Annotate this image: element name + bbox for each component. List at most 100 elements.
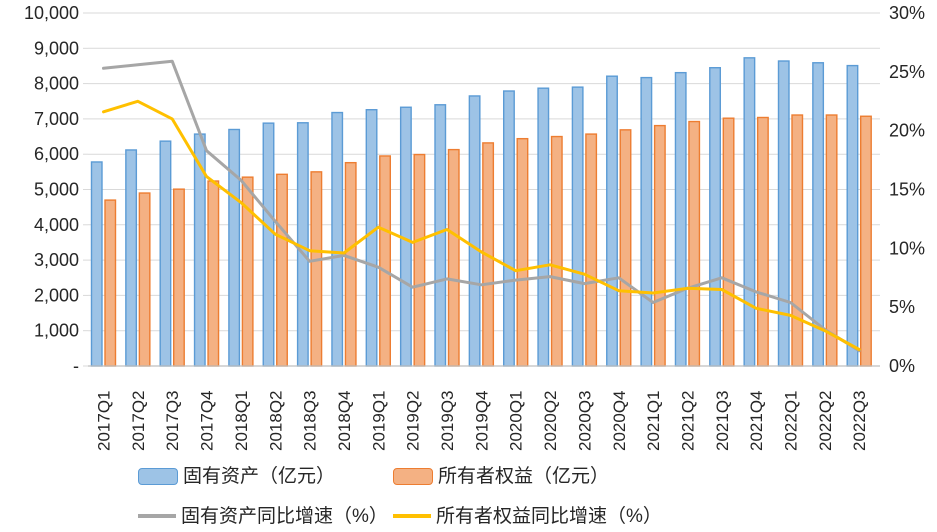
- bar-fixed-assets: [125, 149, 138, 367]
- bar-fixed-assets: [674, 71, 687, 367]
- right-axis-label: 15%: [889, 180, 925, 200]
- bar-owner-equity: [550, 135, 563, 367]
- right-axis-label: 20%: [889, 121, 925, 141]
- line-owner-equity-growth: [102, 99, 861, 351]
- x-axis-label: 2019Q3: [438, 391, 457, 452]
- x-axis-label: 2022Q1: [782, 391, 801, 452]
- legend-item-fixed-assets: 固有资产（亿元）: [138, 456, 335, 496]
- x-axis-label: 2020Q3: [575, 391, 594, 452]
- bar-fixed-assets: [571, 86, 584, 367]
- bar-owner-equity: [860, 115, 872, 367]
- bar-fixed-assets: [606, 75, 618, 367]
- bar-fixed-assets: [468, 95, 481, 367]
- left-axis-label: 9,000: [34, 38, 79, 58]
- bar-owner-equity: [585, 133, 598, 367]
- x-axis-label: 2018Q2: [266, 391, 285, 452]
- bar-owner-equity: [344, 161, 357, 367]
- bar-owner-equity: [276, 173, 288, 367]
- bar-owner-equity: [447, 148, 460, 367]
- left-axis-label: 4,000: [34, 215, 79, 235]
- bar-swatch-fixed-assets: [138, 467, 178, 485]
- right-axis-label: 0%: [889, 356, 915, 376]
- right-axis-label: 10%: [889, 238, 925, 258]
- bar-fixed-assets: [365, 109, 378, 367]
- bar-fixed-assets: [640, 76, 653, 367]
- x-axis-label: 2021Q4: [747, 391, 766, 452]
- legend-item-owner-equity: 所有者权益（亿元）: [393, 456, 609, 496]
- bar-owner-equity: [791, 114, 804, 367]
- bar-owner-equity: [379, 155, 391, 367]
- right-axis-label: 25%: [889, 62, 925, 82]
- x-axis-label: 2018Q3: [301, 391, 320, 452]
- chart-legend: 固有资产（亿元） 所有者权益（亿元） 固有资产同比增速（%） 所有者权益同比增速…: [0, 456, 937, 532]
- x-axis-label: 2020Q1: [507, 391, 526, 452]
- left-axis-label: 1,000: [34, 321, 79, 341]
- legend-item-owner-equity-growth: 所有者权益同比增速（%）: [393, 496, 662, 532]
- bar-owner-equity: [722, 117, 735, 367]
- bar-fixed-assets: [159, 140, 172, 367]
- bar-fixed-assets: [743, 57, 756, 367]
- bar-fixed-assets: [90, 161, 103, 367]
- x-axis-label: 2022Q2: [816, 391, 835, 452]
- bar-owner-equity: [516, 137, 529, 367]
- bar-owner-equity: [207, 180, 220, 367]
- bar-swatch-owner-equity: [393, 467, 433, 485]
- line-swatch-fixed-assets-growth: [138, 514, 176, 518]
- x-axis-label: 2017Q4: [198, 391, 217, 452]
- bar-owner-equity: [104, 199, 117, 367]
- bar-fixed-assets: [777, 60, 790, 367]
- legend-label-owner-equity: 所有者权益（亿元）: [438, 465, 610, 487]
- bar-fixed-assets: [537, 87, 550, 367]
- bar-owner-equity: [688, 120, 701, 367]
- bar-fixed-assets: [434, 104, 447, 367]
- left-axis-label: 10,000: [24, 3, 79, 23]
- bar-fixed-assets: [228, 128, 241, 367]
- legend-row-2: 固有资产同比增速（%） 所有者权益同比增速（%）: [0, 496, 937, 532]
- bar-fixed-assets: [846, 64, 859, 367]
- left-axis-label: -: [73, 356, 79, 376]
- left-axis-label: 3,000: [34, 250, 79, 270]
- left-axis-label: 7,000: [34, 109, 79, 129]
- x-axis-label: 2017Q2: [129, 391, 148, 452]
- left-axis-label: 6,000: [34, 144, 79, 164]
- left-axis-label: 5,000: [34, 180, 79, 200]
- line-fixed-assets-growth: [102, 59, 861, 353]
- x-axis-label: 2019Q2: [404, 391, 423, 452]
- bar-owner-equity: [172, 188, 185, 367]
- x-axis-label: 2017Q1: [95, 391, 114, 452]
- left-axis-label: 8,000: [34, 74, 79, 94]
- legend-item-fixed-assets-growth: 固有资产同比增速（%）: [138, 496, 388, 532]
- right-axis-label: 5%: [889, 297, 915, 317]
- x-axis-label: 2019Q1: [369, 391, 388, 452]
- bar-fixed-assets: [503, 90, 515, 367]
- x-axis-label: 2018Q1: [232, 391, 251, 452]
- legend-label-owner-equity-growth: 所有者权益同比增速（%）: [436, 505, 662, 527]
- bar-owner-equity: [756, 116, 769, 367]
- bar-owner-equity: [138, 192, 151, 367]
- x-axis-label: 2020Q2: [541, 391, 560, 452]
- x-axis-label: 2021Q1: [644, 391, 663, 452]
- bar-fixed-assets: [331, 111, 344, 367]
- legend-row-1: 固有资产（亿元） 所有者权益（亿元）: [0, 456, 937, 496]
- right-axis-label: 30%: [889, 3, 925, 23]
- x-axis-label: 2017Q3: [163, 391, 182, 452]
- line-swatch-owner-equity-growth: [393, 514, 431, 518]
- combo-chart-canvas: - 1,000 2,000 3,000 4,000 5,000 6,000 7,000 8,00…: [24, 3, 925, 452]
- legend-label-fixed-assets: 固有资产（亿元）: [183, 465, 336, 487]
- bar-owner-equity: [619, 129, 632, 367]
- left-axis-label: 2,000: [34, 285, 79, 305]
- bar-owner-equity: [825, 114, 838, 367]
- legend-label-fixed-assets-growth: 固有资产同比增速（%）: [181, 505, 388, 527]
- x-axis-label: 2021Q3: [713, 391, 732, 452]
- bar-owner-equity: [413, 153, 426, 367]
- bar-owner-equity: [653, 124, 666, 367]
- x-axis-label: 2019Q4: [472, 391, 491, 452]
- x-axis-label: 2018Q4: [335, 391, 354, 452]
- bar-fixed-assets: [262, 122, 275, 367]
- x-axis-label: 2020Q4: [610, 391, 629, 452]
- bar-fixed-assets: [709, 67, 721, 367]
- x-axis-label: 2022Q3: [850, 391, 869, 452]
- x-axis-label: 2021Q2: [678, 391, 697, 452]
- bar-owner-equity: [310, 171, 323, 367]
